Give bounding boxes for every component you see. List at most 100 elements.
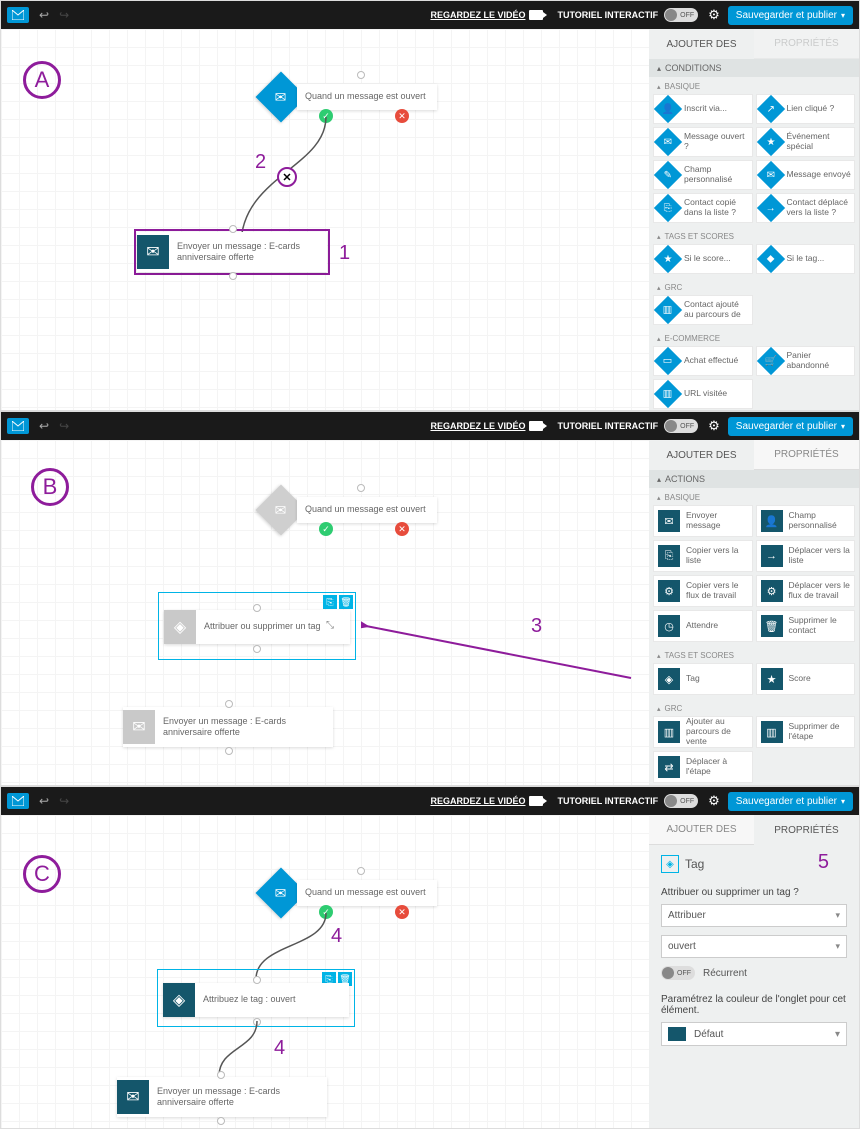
subhead-tags[interactable]: TAGS ET SCORES [649,227,859,244]
connector-dot[interactable] [253,645,261,653]
sidebar-item[interactable]: ▥Supprimer de l'étape [756,716,856,748]
connector-dot[interactable] [217,1071,225,1079]
tab-add[interactable]: AJOUTER DES [649,440,754,470]
sidebar-item[interactable]: ↗Lien cliqué ? [756,94,856,124]
subhead-grc[interactable]: GRC [649,699,859,716]
tutorial-toggle[interactable]: OFF [664,419,698,433]
tutorial-toggle[interactable]: OFF [664,8,698,22]
tab-add[interactable]: AJOUTER DES [649,29,754,59]
select-tag[interactable]: ouvert [661,935,847,958]
app-logo-icon[interactable] [7,793,29,809]
sidebar-item[interactable]: ✎Champ personnalisé [653,160,753,190]
delete-icon[interactable]: 🗑 [339,595,353,609]
sidebar-item[interactable]: ◆Si le tag... [756,244,856,274]
sidebar-item[interactable]: ⚙Copier vers le flux de travail [653,575,753,607]
subhead-grc[interactable]: GRC [649,278,859,295]
tag-set-node[interactable]: ◈ Attribuez le tag : ouvert [163,983,349,1017]
save-publish-button[interactable]: Sauvegarder et publier [728,417,853,436]
undo-icon[interactable]: ↩ [39,8,49,22]
watch-video-link[interactable]: REGARDEZ LE VIDÉO [430,796,525,806]
subhead-basique[interactable]: BASIQUE [649,77,859,94]
save-publish-button[interactable]: Sauvegarder et publier [728,6,853,25]
app-logo-icon[interactable] [7,7,29,23]
envelope-icon: ✉ [117,1080,149,1114]
subhead-basique[interactable]: BASIQUE [649,488,859,505]
watch-video-link[interactable]: REGARDEZ LE VIDÉO [430,421,525,431]
subhead-ecom[interactable]: E-COMMERCE [649,329,859,346]
sidebar-item[interactable]: ✉Message envoyé [756,160,856,190]
redo-icon[interactable]: ↪ [59,794,69,808]
app-logo-icon[interactable] [7,418,29,434]
watch-video-link[interactable]: REGARDEZ LE VIDÉO [430,10,525,20]
connector-dot[interactable] [357,867,365,875]
sidebar-item[interactable]: ▥Contact ajouté au parcours de [653,295,753,325]
sidebar-item[interactable]: 🗑Supprimer le contact [756,610,856,642]
tab-add[interactable]: AJOUTER DES [649,815,754,845]
item-icon: ⚙ [657,579,681,603]
sidebar-item[interactable]: ▥Ajouter au parcours de vente [653,716,753,748]
undo-icon[interactable]: ↩ [39,794,49,808]
trigger-node[interactable]: Quand un message est ouvert [297,497,437,523]
sidebar-item[interactable]: ▭Achat effectué [653,346,753,376]
sidebar-item[interactable]: 🛒Panier abandonné [756,346,856,376]
sidebar-item[interactable]: ⎘Copier vers la liste [653,540,753,572]
sidebar-item[interactable]: ◈Tag [653,663,753,695]
gear-icon[interactable]: ⚙ [708,418,720,434]
copy-icon[interactable]: ⎘ [323,595,337,609]
undo-icon[interactable]: ↩ [39,419,49,433]
trigger-node[interactable]: Quand un message est ouvert [297,84,437,110]
sidebar-item[interactable]: ⚙Déplacer vers le flux de travail [756,575,856,607]
item-icon: 👤 [760,509,784,533]
gear-icon[interactable]: ⚙ [708,7,720,23]
connector-dot[interactable] [225,700,233,708]
send-message-node[interactable]: ✉ Envoyer un message : E-cards anniversa… [117,1077,327,1117]
tab-props[interactable]: PROPRIÉTÉS [754,815,859,845]
connector-dot[interactable] [229,225,237,233]
connector-dot[interactable] [225,747,233,755]
connector-dot[interactable] [217,1117,225,1125]
connector-dot[interactable] [253,604,261,612]
connector-dot[interactable] [229,272,237,280]
send-message-node[interactable]: ✉ Envoyer un message : E-cards anniversa… [137,232,327,272]
sidebar-item[interactable]: ★Score [756,663,856,695]
sidebar-item[interactable]: →Contact déplacé vers la liste ? [756,193,856,223]
connector-dot[interactable] [253,1018,261,1026]
redo-icon[interactable]: ↪ [59,419,69,433]
trigger-node[interactable]: Quand un message est ouvert [297,880,437,906]
gear-icon[interactable]: ⚙ [708,793,720,809]
sidebar-item[interactable]: 👤Champ personnalisé [756,505,856,537]
connector-dot[interactable] [357,71,365,79]
item-icon: 🛒 [759,349,783,373]
item-label: Déplacer vers le flux de travail [789,581,852,601]
color-select[interactable]: Défaut ▾ [661,1022,847,1046]
tutorial-toggle[interactable]: OFF [664,794,698,808]
connector-dot[interactable] [357,484,365,492]
sidebar-item[interactable]: →Déplacer vers la liste [756,540,856,572]
canvas-a[interactable]: A ✉ Quand un message est ouvert ✓ ✕ ✕ 2 … [1,29,649,410]
link-delete-icon[interactable]: ✕ [277,167,297,187]
sidebar-item[interactable]: ✉Envoyer message [653,505,753,537]
save-publish-button[interactable]: Sauvegarder et publier [728,792,853,811]
tab-props[interactable]: PROPRIÉTÉS [754,440,859,470]
redo-icon[interactable]: ↪ [59,8,69,22]
select-action[interactable]: Attribuer [661,904,847,927]
sidebar-item[interactable]: ⇄Déplacer à l'étape [653,751,753,783]
sidebar-item[interactable]: ▥URL visitée [653,379,753,409]
sidebar-item[interactable]: ◷Attendre [653,610,753,642]
section-actions[interactable]: ACTIONS [649,470,859,488]
recurrent-toggle[interactable]: OFF [661,966,695,980]
sidebar-item[interactable]: ✉Message ouvert ? [653,127,753,157]
canvas-b[interactable]: B ✉ Quand un message est ouvert ✓ ✕ ⎘ 🗑 … [1,440,649,785]
sidebar-item[interactable]: ★Événement spécial [756,127,856,157]
tag-node[interactable]: ◈ Attribuer ou supprimer un tag [164,610,350,644]
canvas-c[interactable]: C ✉ Quand un message est ouvert ✓ ✕ 4 ⎘🗑… [1,815,649,1128]
connector-dot[interactable] [253,976,261,984]
sidebar-item[interactable]: ⎘Contact copié dans la liste ? [653,193,753,223]
item-icon: ★ [759,130,783,154]
sidebar-item[interactable]: 👤Inscrit via... [653,94,753,124]
sidebar-item[interactable]: ★Si le score... [653,244,753,274]
subhead-tags[interactable]: TAGS ET SCORES [649,646,859,663]
tab-props[interactable]: PROPRIÉTÉS [754,29,859,59]
send-message-node[interactable]: ✉ Envoyer un message : E-cards anniversa… [123,707,333,747]
section-conditions[interactable]: CONDITIONS [649,59,859,77]
